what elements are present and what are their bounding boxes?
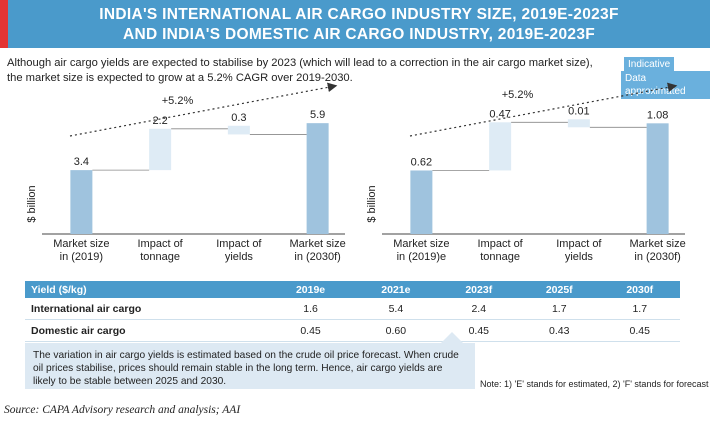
table-cell: 1.7: [519, 298, 600, 320]
trend-arrow: [409, 82, 678, 137]
category-label: in (2030f): [294, 251, 340, 263]
header-banner: INDIA'S INTERNATIONAL AIR CARGO INDUSTRY…: [0, 0, 710, 48]
category-label: Market size: [393, 238, 449, 250]
column-header: 2023f: [438, 281, 520, 298]
title-line-2: AND INDIA'S DOMESTIC AIR CARGO INDUSTRY,…: [122, 26, 596, 43]
y-axis-label: $ billion: [26, 185, 38, 222]
cagr-annotation: +5.2%: [162, 95, 194, 107]
yield-table-header-row: Yield ($/kg) 2019e 2021e 2023f 2025f 203…: [25, 281, 680, 298]
table-cell: 1.6: [267, 298, 354, 320]
category-label: Market size: [53, 238, 109, 250]
source-note: Source: CAPA Advisory research and analy…: [4, 404, 241, 416]
bar-value-label: 3.4: [74, 156, 89, 168]
column-header: 2030f: [599, 281, 680, 298]
category-label: tonnage: [140, 251, 180, 263]
column-header: Yield ($/kg): [25, 281, 268, 298]
table-cell: 0.45: [599, 319, 680, 342]
title-line-1: INDIA'S INTERNATIONAL AIR CARGO INDUSTRY…: [99, 6, 619, 23]
row-label: Domestic air cargo: [25, 319, 268, 342]
y-axis-label: $ billion: [366, 185, 378, 222]
table-cell: 0.45: [267, 319, 354, 342]
note-callout-pointer: [440, 332, 464, 344]
intro-text: Although air cargo yields are expected t…: [7, 57, 593, 84]
bar-total: [646, 123, 669, 234]
note-box: The variation in air cargo yields is est…: [25, 343, 475, 389]
bar-increase: [149, 128, 172, 171]
category-label: in (2019)e: [397, 251, 447, 263]
category-label: Market size: [630, 238, 686, 250]
category-label: in (2030f): [634, 251, 680, 263]
category-label: Market size: [290, 238, 346, 250]
table-cell: 2.4: [438, 298, 520, 320]
table-cell: 5.4: [353, 298, 439, 320]
table-row: International air cargo 1.6 5.4 2.4 1.7 …: [25, 298, 680, 320]
category-label: Impact of: [556, 238, 602, 250]
indicative-badge: Indicative: [624, 57, 675, 72]
bar-increase: [489, 122, 512, 171]
bar-decrease: [227, 125, 250, 135]
table-cell: 1.7: [599, 298, 680, 320]
column-header: 2021e: [353, 281, 439, 298]
yield-table: Yield ($/kg) 2019e 2021e 2023f 2025f 203…: [25, 281, 680, 342]
bar-total: [410, 170, 433, 234]
category-label: yields: [225, 251, 254, 263]
bar-value-label: 0.47: [489, 108, 510, 120]
bar-value-label: 0.01: [568, 105, 589, 117]
category-label: Impact of: [138, 238, 184, 250]
table-cell: 0.43: [519, 319, 600, 342]
bar-total: [70, 170, 93, 234]
table-cell: 0.60: [353, 319, 439, 342]
bar-value-label: 0.3: [231, 112, 246, 124]
table-row: Domestic air cargo 0.45 0.60 0.45 0.43 0…: [25, 319, 680, 342]
category-label: Impact of: [478, 238, 524, 250]
cagr-annotation: +5.2%: [502, 89, 534, 101]
bar-total: [306, 123, 329, 234]
category-label: tonnage: [480, 251, 520, 263]
bar-value-label: 2.2: [152, 115, 167, 127]
category-label: Impact of: [216, 238, 262, 250]
footnote: Note: 1) 'E' stands for estimated, 2) 'F…: [480, 379, 709, 389]
column-header: 2019e: [267, 281, 354, 298]
bar-decrease: [567, 119, 590, 128]
row-label: International air cargo: [25, 298, 268, 320]
column-header: 2025f: [519, 281, 600, 298]
category-label: in (2019): [60, 251, 103, 263]
accent-bar: [0, 0, 8, 48]
category-label: yields: [565, 251, 594, 263]
bar-value-label: 1.08: [647, 109, 668, 121]
bar-value-label: 5.9: [310, 109, 325, 121]
bar-value-label: 0.62: [411, 156, 432, 168]
data-approximated-badge: Data approximated: [621, 71, 710, 99]
